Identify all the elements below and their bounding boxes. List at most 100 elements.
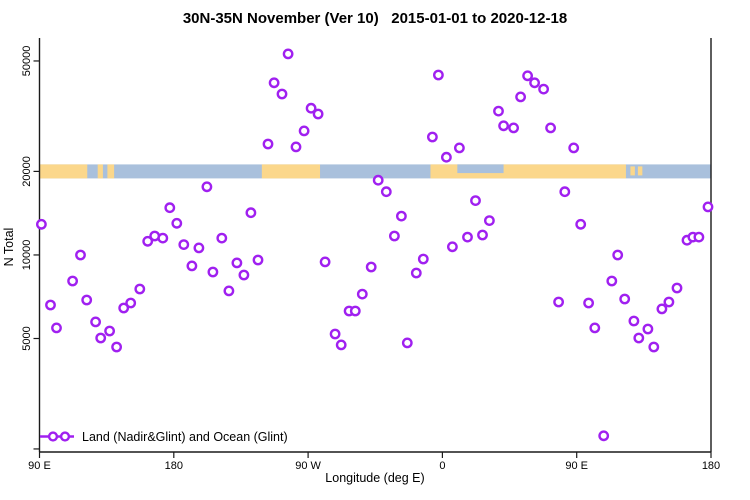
data-point bbox=[553, 296, 564, 308]
data-point bbox=[575, 218, 587, 230]
data-point bbox=[142, 235, 154, 247]
data-point bbox=[388, 230, 400, 242]
x-tick-label: 90 W bbox=[295, 460, 321, 472]
data-point bbox=[656, 303, 668, 315]
data-point bbox=[231, 257, 243, 269]
x-tick-label: 0 bbox=[439, 460, 445, 472]
data-point bbox=[81, 294, 93, 306]
data-point bbox=[515, 91, 526, 103]
data-point bbox=[67, 275, 79, 287]
data-point bbox=[312, 108, 324, 120]
data-point bbox=[642, 323, 654, 335]
data-point bbox=[633, 332, 645, 344]
data-point bbox=[171, 217, 183, 229]
data-point bbox=[671, 282, 683, 294]
data-point bbox=[462, 231, 473, 243]
data-point bbox=[568, 142, 580, 154]
data-point bbox=[305, 102, 317, 114]
map-strip-island bbox=[630, 166, 635, 176]
data-point bbox=[702, 201, 714, 213]
x-axis-label: Longitude (deg E) bbox=[325, 471, 425, 485]
x-tick-label: 180 bbox=[165, 460, 183, 472]
data-point bbox=[90, 316, 102, 328]
data-point bbox=[545, 122, 556, 134]
data-point bbox=[111, 341, 123, 353]
y-tick-label: 50000 bbox=[21, 46, 33, 77]
data-point bbox=[207, 266, 219, 278]
data-point bbox=[335, 339, 347, 351]
data-point bbox=[417, 253, 429, 265]
data-point bbox=[440, 151, 452, 163]
data-point bbox=[522, 70, 533, 82]
data-point bbox=[619, 293, 631, 305]
map-strip-land bbox=[39, 164, 88, 179]
y-tick-label: 5000 bbox=[21, 326, 33, 350]
data-point bbox=[395, 210, 407, 222]
data-point bbox=[186, 260, 198, 272]
data-point bbox=[319, 256, 331, 268]
data-point bbox=[157, 232, 169, 244]
map-strip-land bbox=[261, 164, 321, 179]
data-point bbox=[178, 239, 190, 251]
data-point bbox=[598, 430, 610, 442]
legend: Land (Nadir&Glint) and Ocean (Glint) bbox=[39, 429, 288, 444]
data-point bbox=[538, 83, 549, 95]
data-point bbox=[216, 232, 228, 244]
data-point bbox=[51, 322, 62, 334]
y-tick-label: 20000 bbox=[21, 156, 33, 187]
data-point bbox=[238, 269, 250, 281]
data-point bbox=[446, 241, 458, 253]
data-point bbox=[589, 322, 601, 334]
data-point bbox=[648, 341, 660, 353]
data-point bbox=[193, 242, 205, 254]
legend-label: Land (Nadir&Glint) and Ocean (Glint) bbox=[82, 429, 288, 444]
data-point bbox=[606, 275, 618, 287]
data-point bbox=[372, 174, 384, 186]
data-point bbox=[628, 315, 640, 327]
data-point bbox=[356, 288, 368, 300]
x-tick-label: 90 E bbox=[565, 460, 588, 472]
legend-line-circle-icon bbox=[40, 431, 74, 442]
data-point bbox=[663, 296, 675, 308]
data-point bbox=[95, 332, 107, 344]
data-point bbox=[493, 105, 504, 117]
data-point bbox=[223, 285, 235, 297]
data-point bbox=[432, 69, 444, 81]
data-point bbox=[529, 77, 540, 89]
data-point bbox=[483, 215, 495, 227]
data-point bbox=[559, 186, 571, 198]
data-point bbox=[262, 138, 274, 150]
data-point bbox=[290, 141, 302, 153]
data-point bbox=[268, 77, 280, 89]
data-point bbox=[298, 125, 310, 137]
map-strip-island bbox=[637, 166, 643, 176]
y-tick-label: 10000 bbox=[21, 240, 33, 271]
data-point bbox=[104, 325, 116, 337]
data-point bbox=[693, 231, 705, 243]
data-point bbox=[245, 207, 257, 219]
data-point bbox=[125, 297, 137, 309]
data-point bbox=[45, 299, 56, 311]
map-strip-land bbox=[97, 164, 103, 179]
x-tick-label: 90 E bbox=[28, 460, 51, 472]
data-point bbox=[380, 186, 392, 198]
data-point bbox=[410, 267, 422, 279]
data-point bbox=[349, 305, 361, 317]
data-point bbox=[329, 328, 341, 340]
data-point bbox=[282, 48, 294, 60]
data-point bbox=[470, 195, 481, 207]
data-point bbox=[401, 337, 413, 349]
map-strip-land bbox=[107, 164, 115, 179]
data-point bbox=[365, 261, 377, 273]
data-point bbox=[134, 283, 146, 295]
data-point bbox=[453, 142, 465, 154]
data-point bbox=[164, 202, 176, 214]
data-point bbox=[118, 302, 130, 314]
data-point bbox=[36, 218, 47, 230]
data-point bbox=[477, 229, 488, 241]
data-point bbox=[201, 181, 213, 193]
data-point bbox=[75, 249, 86, 261]
data-point bbox=[612, 249, 624, 261]
